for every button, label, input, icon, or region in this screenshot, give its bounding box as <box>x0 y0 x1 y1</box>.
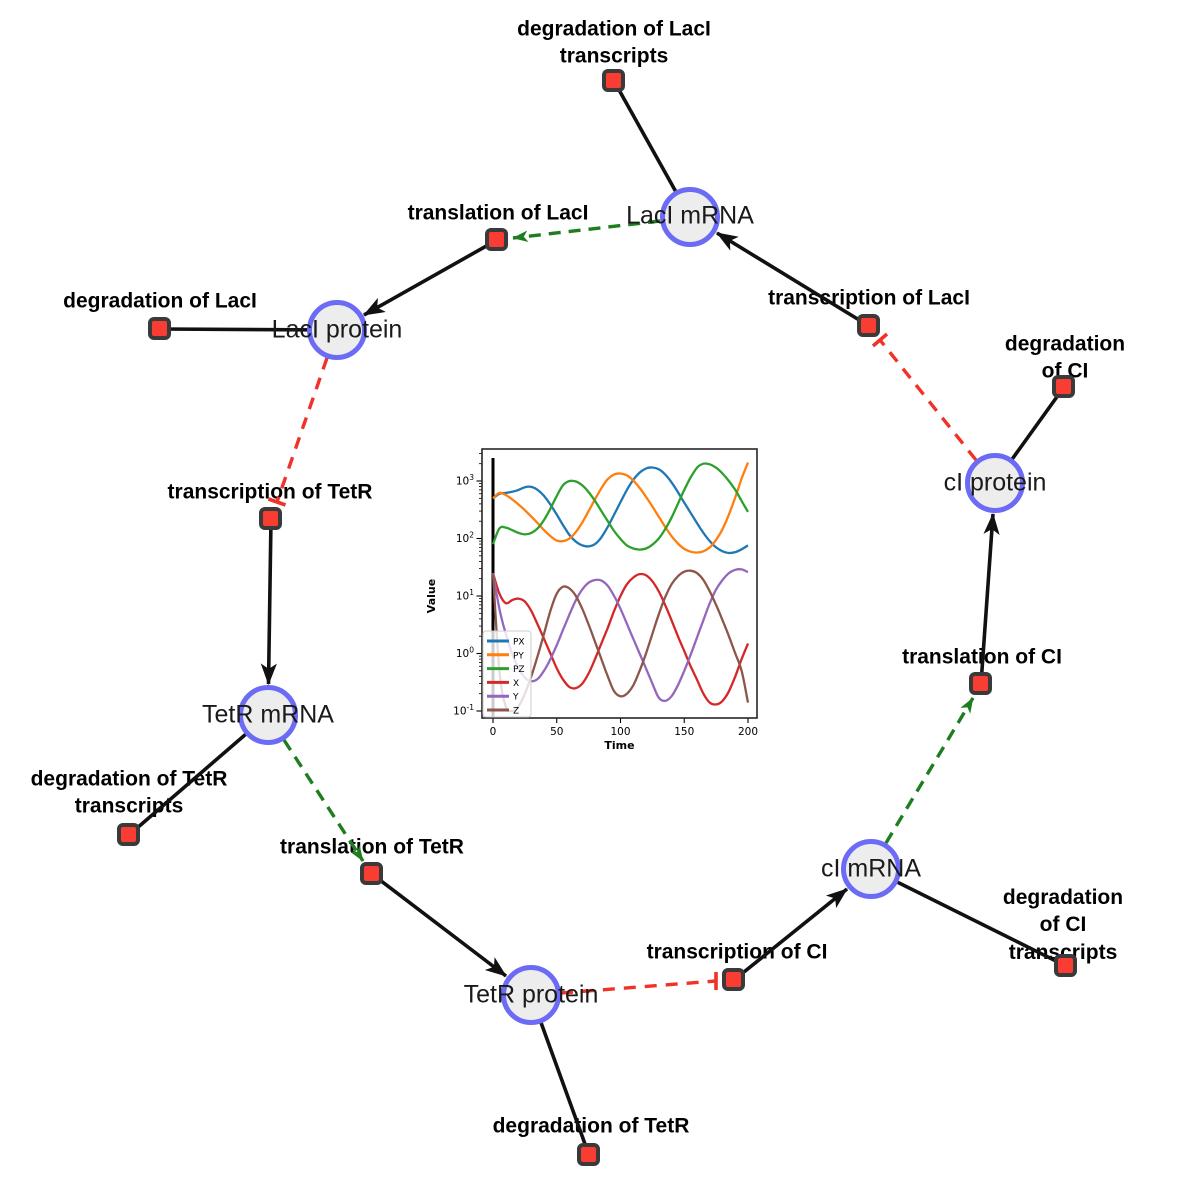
species-label-laci-mrna: LacI mRNA <box>626 201 754 230</box>
reaction-node-deg-laci[interactable] <box>148 317 171 340</box>
inset-chart: 10-1 100 101 102 103 0 50 100 150 200 Time Value PX P… <box>425 433 777 768</box>
chart-canvas: 10-1 100 101 102 103 0 50 100 150 200 Time Value PX P… <box>425 448 758 752</box>
reaction-node-deg-laci-transcripts[interactable] <box>602 69 625 92</box>
svg-text:PX: PX <box>513 638 525 648</box>
reaction-node-translation-tetr[interactable] <box>360 862 383 885</box>
reaction-label-translation-laci: translation of LacI <box>407 201 589 225</box>
reaction-node-transcription-ci[interactable] <box>722 968 745 991</box>
species-node-ci-protein[interactable] <box>965 453 1025 513</box>
edge-modifier-translation-laci <box>512 219 661 243</box>
edge-product-transcription-laci <box>716 231 870 328</box>
reaction-node-translation-laci[interactable] <box>485 228 508 251</box>
species-node-tetr-protein[interactable] <box>501 965 561 1025</box>
species-label-ci-protein: cI protein <box>943 468 1047 497</box>
reaction-label-deg-ci: degradation of CI <box>1004 332 1126 383</box>
reaction-node-deg-tetr[interactable] <box>577 1143 600 1166</box>
svg-text:Z: Z <box>513 707 519 717</box>
reaction-node-deg-ci[interactable] <box>1052 375 1075 398</box>
svg-text:X: X <box>513 679 519 689</box>
reaction-label-transcription-ci: transcription of CI <box>646 940 828 964</box>
reaction-label-deg-tetr: degradation of TetR <box>492 1114 690 1138</box>
edge-inhibition-transcription-ci <box>560 979 717 995</box>
reaction-node-transcription-tetr[interactable] <box>259 507 282 530</box>
species-node-laci-mrna[interactable] <box>660 187 720 247</box>
species-label-tetr-mrna: TetR mRNA <box>202 700 334 729</box>
species-label-ci-mrna: cI mRNA <box>821 854 921 883</box>
svg-text:103: 103 <box>456 473 474 488</box>
reaction-label-transcription-tetr: transcription of TetR <box>167 480 373 504</box>
edge-modifier-translation-ci <box>884 697 975 844</box>
tbar-transcription-laci <box>871 332 889 348</box>
species-label-laci-protein: LacI protein <box>271 315 403 344</box>
svg-text:Value: Value <box>425 579 438 613</box>
edge-inhibition-transcription-tetr <box>275 357 329 503</box>
svg-text:Time: Time <box>604 739 634 752</box>
tbar-transcription-tetr <box>267 497 287 507</box>
edge-modifier-translation-tetr <box>282 739 365 862</box>
edge-product-translation-tetr <box>370 872 508 978</box>
reaction-node-transcription-laci[interactable] <box>857 314 880 337</box>
species-node-laci-protein[interactable] <box>307 300 367 360</box>
svg-text:150: 150 <box>674 726 694 738</box>
svg-text:200: 200 <box>738 726 758 738</box>
reaction-node-deg-tetr-transcripts[interactable] <box>117 823 140 846</box>
svg-text:100: 100 <box>456 646 474 661</box>
edge-product-transcription-tetr <box>260 518 277 686</box>
edge-product-transcription-ci <box>732 887 849 982</box>
reaction-label-deg-ci-transcripts: degradation of CI transcripts <box>1002 886 1124 964</box>
edge-product-translation-ci <box>979 512 1000 685</box>
reaction-node-deg-ci-transcripts[interactable] <box>1054 954 1077 977</box>
svg-text:10-1: 10-1 <box>453 703 474 718</box>
species-node-tetr-mrna[interactable] <box>238 685 298 745</box>
reaction-node-translation-ci[interactable] <box>969 672 992 695</box>
svg-text:102: 102 <box>456 531 474 546</box>
svg-text:50: 50 <box>550 726 563 738</box>
svg-text:101: 101 <box>456 588 474 603</box>
reaction-label-deg-laci-transcripts: degradation of LacI transcripts <box>517 17 711 68</box>
species-label-tetr-protein: TetR protein <box>463 980 599 1009</box>
edge-reactant-deg-ci-transcripts <box>870 867 1067 968</box>
svg-text:0: 0 <box>490 726 497 738</box>
reaction-label-transcription-laci: transcription of LacI <box>768 286 970 310</box>
species-node-ci-mrna[interactable] <box>841 839 901 899</box>
edge-inhibition-transcription-laci <box>878 338 978 462</box>
reaction-label-deg-tetr-transcripts: degradation of TetR transcripts <box>30 767 228 818</box>
edge-product-translation-laci <box>363 238 498 317</box>
svg-text:100: 100 <box>610 726 630 738</box>
svg-text:PY: PY <box>513 651 524 661</box>
svg-text:PZ: PZ <box>513 665 525 675</box>
svg-text:Y: Y <box>512 693 519 703</box>
reaction-label-deg-laci: degradation of LacI <box>63 289 257 313</box>
